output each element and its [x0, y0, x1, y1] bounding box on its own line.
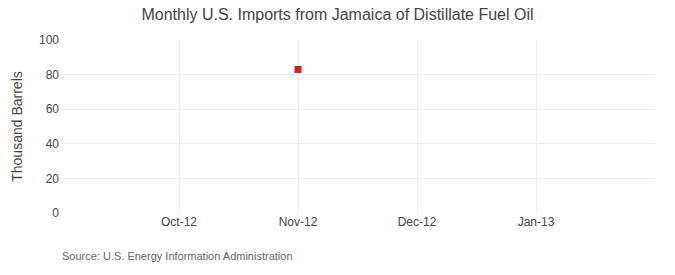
svg-text:60: 60 — [46, 102, 60, 116]
svg-text:Monthly U.S. Imports from Jama: Monthly U.S. Imports from Jamaica of Dis… — [141, 6, 533, 23]
svg-text:Thousand Barrels: Thousand Barrels — [9, 71, 25, 182]
svg-text:40: 40 — [46, 137, 60, 151]
svg-text:80: 80 — [46, 68, 60, 82]
svg-text:Jan-13: Jan-13 — [518, 215, 555, 229]
svg-text:20: 20 — [46, 172, 60, 186]
svg-text:100: 100 — [39, 33, 59, 47]
svg-text:Nov-12: Nov-12 — [279, 215, 318, 229]
svg-text:0: 0 — [52, 206, 59, 220]
svg-text:Oct-12: Oct-12 — [161, 215, 197, 229]
svg-text:Dec-12: Dec-12 — [398, 215, 437, 229]
svg-text:Source: U.S. Energy Informatio: Source: U.S. Energy Information Administ… — [62, 250, 293, 262]
